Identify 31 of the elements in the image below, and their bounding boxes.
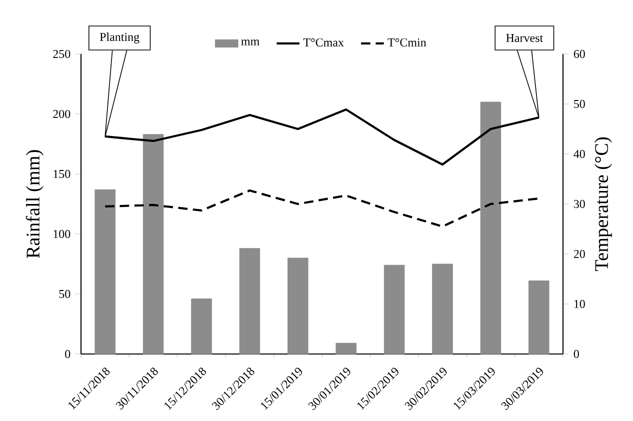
y2-tick-label: 40	[574, 150, 585, 158]
bar	[239, 248, 260, 354]
bar	[191, 298, 212, 354]
y-tick-label: 0	[65, 350, 70, 358]
bar	[480, 102, 502, 354]
bar	[432, 264, 453, 354]
y2-tick-label: 0	[574, 350, 579, 358]
y-axis-title: Rainfall (mm)	[26, 150, 44, 258]
bar	[528, 280, 550, 354]
bar	[142, 134, 164, 354]
y2-tick-label: 60	[574, 50, 585, 58]
annotation: Harvest	[506, 34, 544, 42]
bar	[94, 189, 116, 354]
bar	[384, 264, 405, 354]
legend-label: T°Cmax	[303, 38, 344, 47]
y-tick-label: 100	[54, 230, 70, 238]
y-tick-label: 50	[59, 290, 70, 298]
y-tick-label: 150	[54, 170, 70, 178]
legend-label: mm	[241, 40, 260, 46]
y-tick-label: 200	[53, 110, 70, 118]
legend-label: T°Cmin	[388, 38, 426, 47]
annotation: Planting	[100, 32, 140, 44]
y2-tick-label: 50	[574, 100, 585, 108]
y2-tick-label: 20	[574, 250, 585, 258]
bar	[336, 342, 356, 354]
y2-tick-label: 30	[574, 200, 585, 208]
y-tick-label: 250	[53, 50, 70, 58]
bar	[288, 258, 308, 354]
line-series	[104, 189, 540, 228]
y2-tick-label: 10	[574, 300, 585, 308]
y2-axis-title: Temperature (°C)	[594, 137, 612, 272]
